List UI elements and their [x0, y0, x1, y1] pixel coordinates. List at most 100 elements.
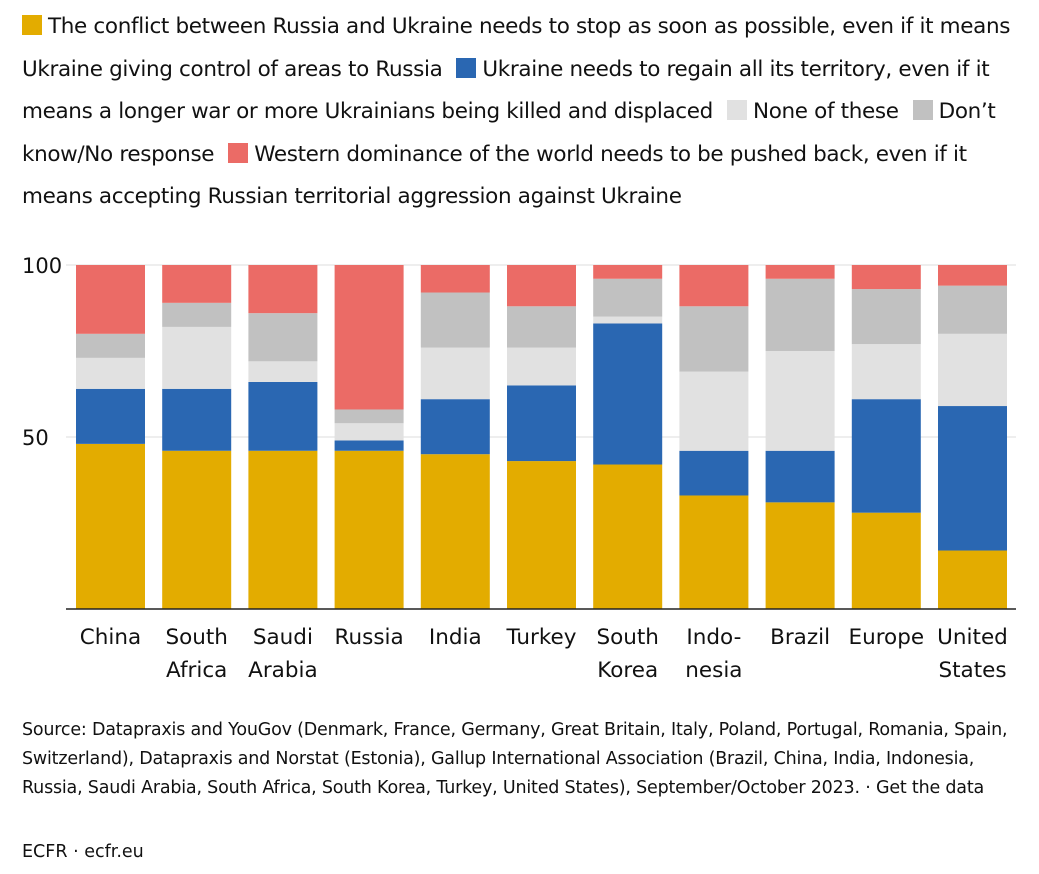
bar-segment [420, 265, 490, 293]
x-axis: China South Africa Saudi Arabia Russia India Tu… [66, 608, 1016, 683]
bar-segment [593, 265, 663, 279]
legend: The conflict between Russia and Ukraine … [22, 6, 1022, 219]
x-tick-label: Brazil [770, 625, 830, 650]
legend-label: Western dominance of the world needs to … [22, 141, 967, 210]
bar-segment [679, 450, 749, 496]
x-tick-label-line: China [80, 625, 141, 650]
bar-segment [162, 388, 232, 451]
bar-segment [938, 333, 1007, 407]
bar-segment [507, 265, 576, 307]
bar-segment [851, 512, 921, 609]
bar-segment [334, 409, 404, 424]
bar-segment [420, 454, 490, 609]
legend-swatch [456, 57, 477, 78]
bar-segment [507, 306, 576, 348]
bar-segment [420, 292, 490, 348]
legend-label: Ukraine needs to regain all its territor… [22, 56, 990, 125]
bar-segment [765, 265, 835, 279]
x-tick-label-line: Europe [848, 625, 924, 650]
bar-segment [765, 278, 835, 351]
y-tick-label: 100 [22, 254, 62, 278]
bar-segment [162, 450, 232, 609]
x-tick-label-line: Saudi [253, 625, 313, 650]
bar-segment [507, 347, 576, 386]
x-tick-label: United States [937, 625, 1008, 683]
x-tick-label: Russia [335, 625, 404, 650]
bar-segment [679, 495, 749, 609]
source-note: Source: Datapraxis and YouGov (Denmark, … [22, 716, 1022, 803]
x-tick-label: Europe [848, 625, 924, 650]
bar-segment [765, 351, 835, 451]
legend-item: None of these [726, 99, 899, 124]
bars [76, 265, 1007, 609]
x-tick-label: China [80, 625, 141, 650]
x-tick-label-line: Russia [335, 625, 404, 650]
legend-swatch [726, 100, 747, 120]
x-tick-label-line: United [937, 625, 1008, 650]
x-tick-label-line: South [165, 625, 227, 650]
x-tick-label: India [429, 625, 482, 650]
x-tick-label-line: India [429, 625, 482, 650]
bar-segment [593, 464, 663, 609]
bar-segment [420, 347, 490, 400]
bar-segment [334, 450, 404, 609]
bar-segment [162, 265, 232, 303]
legend-label: The conflict between Russia and Ukraine … [22, 14, 1011, 82]
bar-segment [679, 371, 749, 451]
legend-swatch [912, 100, 933, 120]
x-tick-label: South Africa [165, 625, 227, 683]
bar-segment [334, 265, 404, 410]
bar-segment [851, 265, 921, 290]
bar-segment [938, 265, 1007, 286]
bar-segment [162, 302, 232, 327]
bar-segment [76, 388, 145, 444]
bar-segment [334, 423, 404, 441]
bar-segment [76, 443, 145, 609]
bar-segment [679, 265, 749, 307]
brand-credit: ECFR · ecfr.eu [22, 842, 144, 862]
bar-segment [248, 265, 318, 314]
bar-segment [334, 440, 404, 451]
x-tick-label-line: South [596, 625, 658, 650]
legend-item: Western dominance of the world needs to … [22, 142, 967, 210]
bar-segment [76, 265, 145, 334]
bar-segment [593, 278, 663, 317]
x-tick-label: Indo-nesia [685, 625, 742, 683]
separator: · [859, 778, 876, 798]
bar-segment [851, 289, 921, 345]
bar-segment [162, 326, 232, 389]
y-axis: 50 100 [22, 254, 62, 450]
x-tick-label: Saudi Arabia [248, 625, 318, 683]
legend-item: Don’t know/No response [22, 99, 996, 167]
x-tick-label-line: Korea [597, 658, 658, 683]
legend-label: None of these [752, 99, 899, 124]
bar-segment [248, 381, 318, 451]
x-tick-label-line: Brazil [770, 625, 830, 650]
stacked-bar-chart: 50 100 China South Africa Saudi Arabia Russia I… [22, 254, 1016, 683]
bar-segment [851, 399, 921, 513]
legend-item: Ukraine needs to regain all its territor… [22, 56, 990, 125]
bar-segment [593, 316, 663, 324]
x-tick-label-line: nesia [685, 658, 742, 683]
bar-segment [938, 285, 1007, 334]
bar-segment [507, 461, 576, 609]
bar-segment [248, 361, 318, 382]
x-tick-label-line: Turkey [506, 625, 577, 650]
legend-label: Don’t know/No response [22, 99, 996, 167]
x-tick-label-line: Arabia [248, 658, 318, 683]
get-data-link[interactable]: Get the data [875, 778, 985, 798]
bar-segment [765, 450, 835, 503]
bar-segment [593, 323, 663, 465]
bar-segment [765, 502, 835, 609]
bar-segment [507, 385, 576, 462]
bar-segment [76, 333, 145, 358]
source-text: Source: Datapraxis and YouGov (Denmark, … [22, 720, 1008, 798]
bar-segment [938, 406, 1007, 551]
legend-swatch [22, 15, 42, 35]
bar-segment [248, 313, 318, 362]
x-tick-label-line: Indo- [686, 625, 741, 650]
bar-segment [679, 306, 749, 372]
x-tick-label-line: Africa [166, 658, 227, 683]
legend-swatch [228, 142, 249, 163]
bar-segment [76, 357, 145, 389]
